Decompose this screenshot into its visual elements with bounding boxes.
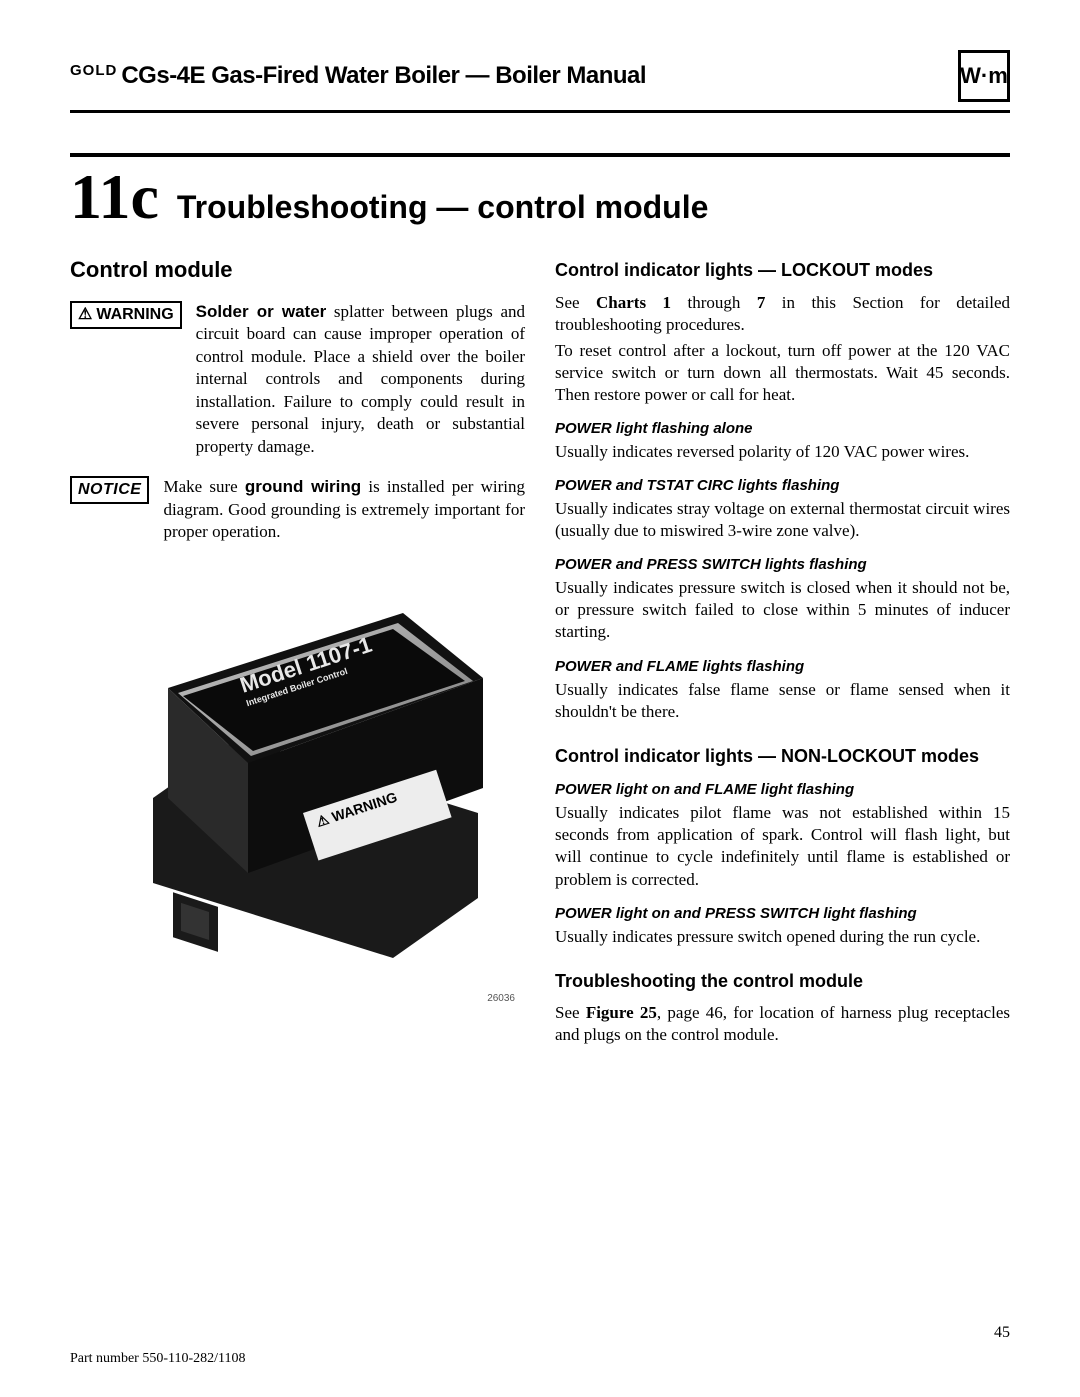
warning-callout: ⚠ WARNING Solder or water splatter betwe… [70,301,525,458]
warning-text-bold: Solder or water [196,302,327,321]
lockout-reset: To reset control after a lockout, turn o… [555,340,1010,406]
warning-text-body: splatter between plugs and circuit board… [196,302,525,456]
mode-power-alone-text: Usually indicates reversed polarity of 1… [555,441,1010,463]
notice-text-a: Make sure [163,477,244,496]
section-label: Troubleshooting — control module [177,189,709,226]
part-number: Part number 550-110-282/1108 [70,1351,246,1367]
notice-text-bold: ground wiring [245,477,361,496]
warning-text: Solder or water splatter between plugs a… [196,301,525,458]
troubleshoot-text: See Figure 25, page 46, for location of … [555,1002,1010,1046]
notice-text: Make sure ground wiring is installed per… [163,476,525,543]
notice-label: NOTICE [78,481,141,499]
notice-callout: NOTICE Make sure ground wiring is instal… [70,476,525,543]
mode-power-tstat-hdr: POWER and TSTAT CIRC lights flashing [555,477,1010,494]
header-product: CGs-4E Gas-Fired Water Boiler — Boiler M… [121,62,646,89]
mode-power-press-hdr: POWER and PRESS SWITCH lights flashing [555,556,1010,573]
mode-power-tstat-text: Usually indicates stray voltage on exter… [555,498,1010,542]
warning-badge: ⚠ WARNING [70,301,182,329]
mode-pressflash-text: Usually indicates pressure switch opened… [555,926,1010,948]
mode-pressflash-hdr: POWER light on and PRESS SWITCH light fl… [555,905,1010,922]
page-number: 45 [994,1324,1010,1342]
header-title: GOLDCGs-4E Gas-Fired Water Boiler — Boil… [70,62,646,90]
lockout-intro: See Charts 1 through 7 in this Section f… [555,292,1010,336]
t: See [555,293,596,312]
lockout-heading: Control indicator lights — LOCKOUT modes [555,259,1010,282]
mode-power-flame-hdr: POWER and FLAME lights flashing [555,658,1010,675]
left-column: Control module ⚠ WARNING Solder or water… [70,257,525,1050]
page-footer: Part number 550-110-282/1108 [70,1351,1010,1367]
control-module-illustration: Model 1107-1 Integrated Boiler Control ⚠… [83,563,513,993]
right-column: Control indicator lights — LOCKOUT modes… [555,257,1010,1050]
nonlockout-heading: Control indicator lights — NON-LOCKOUT m… [555,745,1010,768]
mode-power-alone-hdr: POWER light flashing alone [555,420,1010,437]
brand-logo-text: W·m [960,63,1008,89]
mode-flameflash-text: Usually indicates pilot flame was not es… [555,802,1010,890]
illustration-id: 26036 [70,993,525,1004]
figure-ref: Figure 25 [586,1003,657,1022]
mode-power-flame-text: Usually indicates false flame sense or f… [555,679,1010,723]
section-number: 11c [70,165,159,229]
charts-ref-1: Charts 1 [596,293,671,312]
section-title: 11c Troubleshooting — control module [70,153,1010,229]
warning-label: WARNING [96,306,173,324]
t: through [671,293,757,312]
troubleshoot-heading: Troubleshooting the control module [555,970,1010,993]
notice-badge: NOTICE [70,476,149,504]
mode-power-press-text: Usually indicates pressure switch is clo… [555,577,1010,643]
header-gold: GOLD [70,62,117,79]
mode-flameflash-hdr: POWER light on and FLAME light flashing [555,781,1010,798]
page-header: GOLDCGs-4E Gas-Fired Water Boiler — Boil… [70,50,1010,113]
brand-logo: W·m [958,50,1010,102]
warning-icon: ⚠ [78,307,92,323]
content-columns: Control module ⚠ WARNING Solder or water… [70,257,1010,1050]
t: See [555,1003,586,1022]
left-heading: Control module [70,257,525,283]
